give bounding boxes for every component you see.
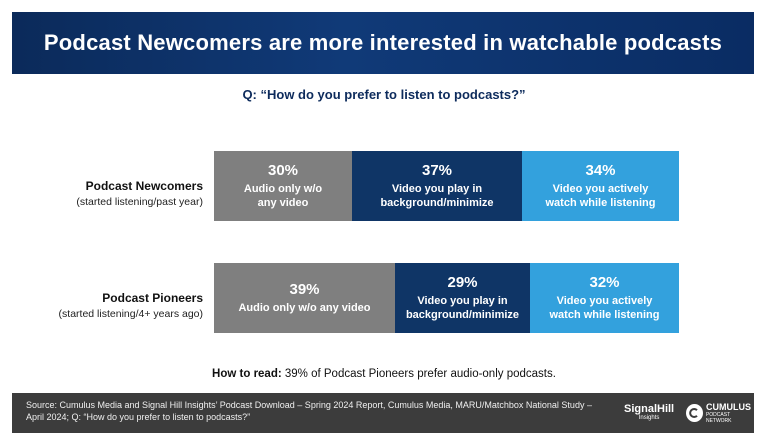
value-label: 32% [589, 274, 620, 291]
signal-hill-logo-name: SignalHill [624, 403, 675, 415]
signal-hill-logo: SignalHill Insights [624, 403, 674, 422]
row-label-sub: (started listening/4+ years ago) [58, 308, 203, 320]
segment-label: Video you play in background/minimize [405, 295, 520, 321]
segment-label: Video you play in background/minimize [380, 183, 494, 209]
row-label-newcomers: Podcast Newcomers (started listening/pas… [76, 179, 203, 208]
segment-background-video: 37% Video you play in background/minimize [352, 151, 522, 221]
segment-audio-only: 30% Audio only w/o any video [214, 151, 352, 221]
segment-label: Audio only w/o any video [238, 302, 371, 314]
source-note: Source: Cumulus Media and Signal Hill In… [26, 400, 592, 422]
value-label: 30% [267, 162, 299, 179]
cumulus-logo: CUMULUS PODCAST NETWORK [686, 402, 754, 424]
row-label-main: Podcast Pioneers [102, 291, 203, 305]
bar-row-newcomers: 30% Audio only w/o any video 37% Video you … [214, 151, 679, 221]
row-label-main: Podcast Newcomers [85, 179, 203, 193]
row-label-pioneers: Podcast Pioneers (started listening/4+ y… [59, 291, 203, 320]
signal-hill-logo-tag: Insights [638, 415, 660, 421]
segment-label: Video you actively watch while listening [545, 183, 656, 209]
cumulus-logo-name: CUMULUS [705, 402, 751, 412]
title-banner: Podcast Newcomers are more interested in… [12, 12, 754, 74]
value-label: 39% [289, 281, 320, 298]
how-to-read-text: 39% of Podcast Pioneers prefer audio-onl… [281, 368, 556, 380]
cumulus-logo-tag: PODCAST NETWORK [705, 412, 732, 424]
how-to-read-lead: How to read: [212, 368, 282, 380]
segment-background-video: 29% Video you play in background/minimize [395, 263, 530, 333]
row-label-sub: (started listening/past year) [76, 196, 203, 208]
footer-bar: Source: Cumulus Media and Signal Hill In… [12, 393, 754, 433]
page-title: Podcast Newcomers are more interested in… [43, 30, 723, 55]
value-label: 37% [421, 162, 453, 179]
segment-active-video: 32% Video you actively watch while listen… [530, 263, 679, 333]
segment-label: Video you actively watch while listening [549, 295, 660, 321]
segment-active-video: 34% Video you actively watch while listen… [522, 151, 679, 221]
value-label: 34% [585, 162, 616, 179]
segment-label: Audio only w/o any video [243, 183, 323, 209]
value-label: 29% [447, 274, 478, 291]
bar-row-pioneers: 39% Audio only w/o any video 29% Video you … [214, 263, 679, 333]
cumulus-circle-icon [686, 404, 703, 422]
how-to-read-note: How to read: 39% of Podcast Pioneers pre… [0, 368, 768, 380]
survey-question: Q: “How do you prefer to listen to podca… [242, 87, 526, 102]
segment-audio-only: 39% Audio only w/o any video [214, 263, 395, 333]
